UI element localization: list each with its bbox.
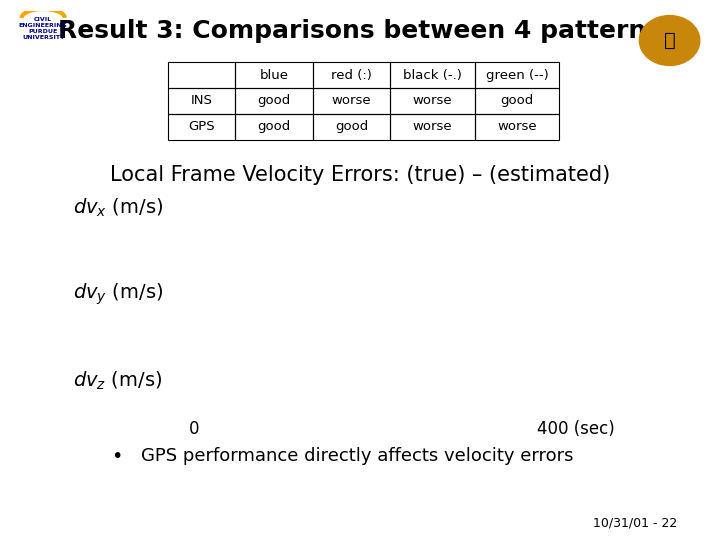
Text: red (:): red (:) (331, 69, 372, 82)
Circle shape (639, 16, 700, 65)
Text: $dv_y\ (\mathrm{m/s})$: $dv_y\ (\mathrm{m/s})$ (73, 281, 163, 307)
Text: 400 (sec): 400 (sec) (537, 420, 615, 438)
Text: worse: worse (497, 120, 536, 133)
Bar (235, 88, 312, 114)
Text: black (-.): black (-.) (403, 69, 462, 82)
Bar (168, 114, 235, 140)
Text: worse: worse (413, 94, 452, 107)
Text: good: good (257, 94, 291, 107)
Bar (474, 114, 559, 140)
Bar (168, 88, 235, 114)
Text: good: good (500, 94, 534, 107)
Text: 10/31/01 - 22: 10/31/01 - 22 (593, 516, 678, 529)
Bar (390, 114, 474, 140)
Bar (235, 114, 312, 140)
Bar (168, 62, 235, 88)
Bar (390, 62, 474, 88)
Text: worse: worse (332, 94, 372, 107)
Text: worse: worse (413, 120, 452, 133)
Bar (474, 62, 559, 88)
Text: 🛸: 🛸 (664, 31, 675, 50)
Text: good: good (257, 120, 291, 133)
Text: blue: blue (259, 69, 289, 82)
Text: green (--): green (--) (485, 69, 549, 82)
Text: CIVIL
ENGINEERING
PURDUE
UNIVERSITY: CIVIL ENGINEERING PURDUE UNIVERSITY (19, 17, 68, 40)
Text: 0: 0 (189, 420, 200, 438)
Bar (474, 88, 559, 114)
Bar (312, 62, 390, 88)
Bar (235, 62, 312, 88)
Text: GPS: GPS (188, 120, 215, 133)
Text: Result 3: Comparisons between 4 patterns: Result 3: Comparisons between 4 patterns (58, 19, 662, 43)
Text: INS: INS (190, 94, 212, 107)
Text: GPS performance directly affects velocity errors: GPS performance directly affects velocit… (140, 447, 573, 465)
Text: $dv_z\ (\mathrm{m/s})$: $dv_z\ (\mathrm{m/s})$ (73, 369, 163, 392)
Text: Local Frame Velocity Errors: (true) – (estimated): Local Frame Velocity Errors: (true) – (e… (110, 165, 610, 185)
Bar (390, 88, 474, 114)
Bar (312, 88, 390, 114)
Text: $dv_x\ (\mathrm{m/s})$: $dv_x\ (\mathrm{m/s})$ (73, 197, 163, 219)
Text: good: good (335, 120, 368, 133)
Text: •: • (112, 447, 122, 466)
Bar (312, 114, 390, 140)
